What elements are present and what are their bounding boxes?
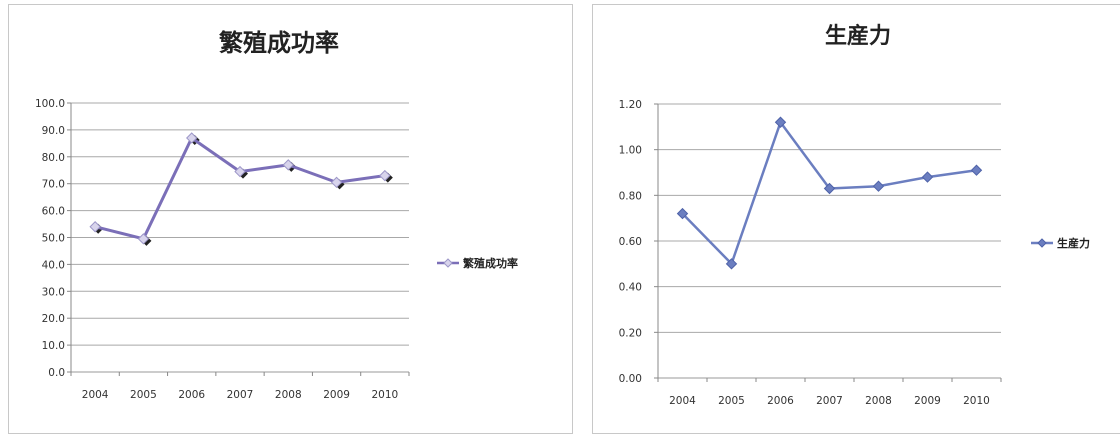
y-tick-label: 90.0 [42,125,65,137]
data-point [282,159,294,171]
data-point [921,171,934,183]
data-point [676,207,689,220]
y-tick-label: 10.0 [42,340,65,352]
y-tick-label: 100.0 [35,98,65,110]
y-tick-label: 1.00 [619,145,642,157]
y-tick-label: 40.0 [42,259,65,271]
y-tick-label: 0.0 [48,367,65,379]
y-tick-label: 1.20 [619,99,642,111]
y-tick-label: 50.0 [42,233,65,245]
chart-panel-productivity: 生産力 0.00 0.20 0.40 0.60 0.80 1.00 1.20 2004 2005… [592,4,1120,434]
y-tick-label: 80.0 [42,152,65,164]
x-tick-label: 2006 [178,389,205,401]
chart-title: 生産力 [825,23,891,49]
data-point [823,182,836,195]
data-point [137,233,150,245]
y-tick-label: 0.20 [619,327,642,339]
y-tick-label: 30.0 [42,286,65,298]
legend-label: 生産力 [1057,236,1090,250]
y-tick-label: 0.40 [619,282,642,294]
y-tick-label: 20.0 [42,313,65,325]
data-point [379,169,391,182]
chart-productivity: 生産力 0.00 0.20 0.40 0.60 0.80 1.00 1.20 2004 2005… [619,23,1090,407]
y-tick-label: 0.60 [619,236,642,248]
legend: 繁殖成功率 [437,256,518,270]
legend-marker [443,258,453,268]
x-tick-label: 2005 [130,389,157,401]
data-point [774,116,787,128]
x-tick-label: 2010 [963,395,990,407]
data-point [725,258,738,270]
x-tick-label: 2009 [914,395,941,407]
x-tick-label: 2010 [371,389,398,401]
data-point [89,221,101,233]
chart-panel-breeding-success: 繁殖成功率 0.0 10.0 20.0 30.0 40.0 50.0 60.0 70.0 80.… [8,4,573,434]
data-point [330,176,343,189]
x-tick-label: 2004 [669,395,696,407]
x-tick-label: 2007 [227,389,254,401]
legend-label: 繁殖成功率 [462,256,518,270]
data-point [872,180,885,192]
x-tick-label: 2004 [82,389,109,401]
x-tick-label: 2005 [718,395,745,407]
x-tick-label: 2008 [865,395,892,407]
x-tick-label: 2006 [767,395,794,407]
y-tick-label: 70.0 [42,179,65,191]
y-tick-label: 60.0 [42,206,65,218]
y-tick-label: 0.00 [619,373,642,385]
x-tick-label: 2009 [323,389,350,401]
x-tick-label: 2008 [275,389,302,401]
chart-title: 繁殖成功率 [219,29,339,57]
data-point [186,132,198,144]
chart-breeding-success: 繁殖成功率 0.0 10.0 20.0 30.0 40.0 50.0 60.0 70.0 80.… [35,29,518,401]
legend: 生産力 [1031,236,1090,250]
data-point [970,164,983,176]
data-point [234,165,246,178]
y-tick-label: 0.80 [619,190,642,202]
series-line [94,136,386,241]
x-tick-label: 2007 [816,395,843,407]
legend-marker [1037,238,1047,248]
